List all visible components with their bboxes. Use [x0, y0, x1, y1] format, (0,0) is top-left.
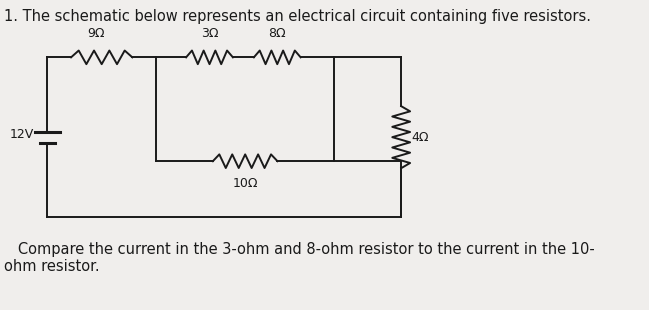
Text: 4Ω: 4Ω: [411, 131, 429, 144]
Text: 1. The schematic below represents an electrical circuit containing five resistor: 1. The schematic below represents an ele…: [5, 9, 591, 24]
Text: 10Ω: 10Ω: [232, 177, 258, 190]
Text: 12V: 12V: [9, 128, 34, 140]
Text: 8Ω: 8Ω: [269, 27, 286, 40]
Text: Compare the current in the 3-ohm and 8-ohm resistor to the current in the 10-
oh: Compare the current in the 3-ohm and 8-o…: [5, 242, 595, 274]
Text: 3Ω: 3Ω: [201, 27, 218, 40]
Text: 9Ω: 9Ω: [88, 27, 105, 40]
